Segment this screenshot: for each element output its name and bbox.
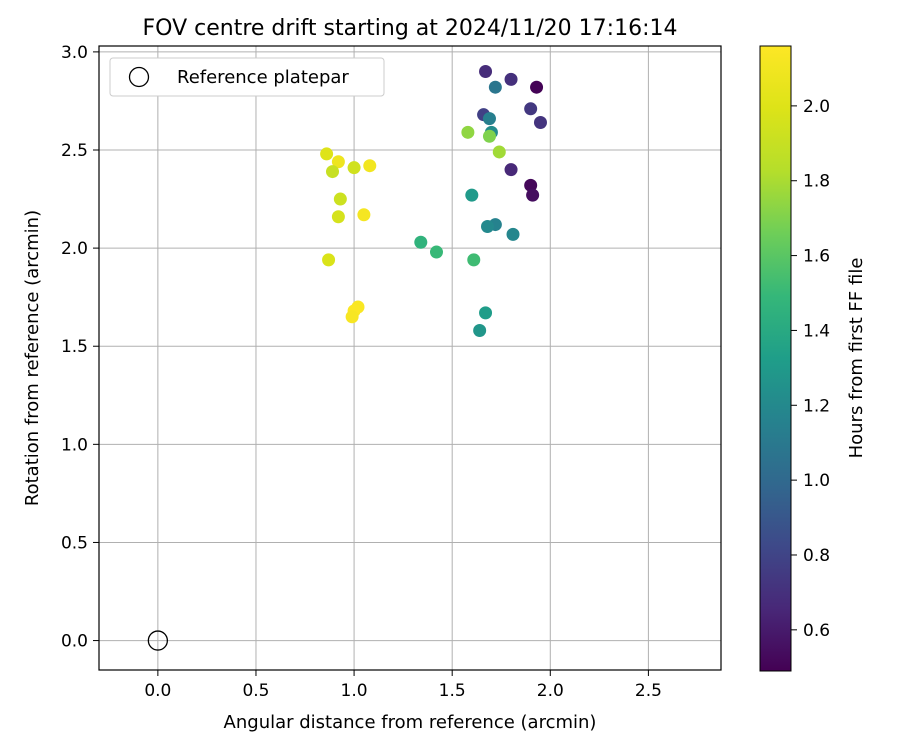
x-axis-label: Angular distance from reference (arcmin) xyxy=(224,712,597,733)
colorbar-label: Hours from first FF file xyxy=(846,258,867,459)
data-point xyxy=(331,210,345,224)
colorbar-gradient xyxy=(759,45,792,672)
x-tick-label: 0.0 xyxy=(144,681,171,701)
chart-title: FOV centre drift starting at 2024/11/20 … xyxy=(143,16,678,41)
x-tick-label: 2.5 xyxy=(635,681,662,701)
colorbar-tick-label: 0.6 xyxy=(803,621,830,641)
data-point xyxy=(322,253,336,267)
data-point xyxy=(414,235,428,249)
x-ticks: 0.0 0.5 1.0 1.5 2.0 2.5 xyxy=(144,670,662,701)
data-point xyxy=(506,227,520,241)
legend: Reference platepar xyxy=(109,57,385,97)
data-point xyxy=(333,192,347,206)
data-point xyxy=(481,220,495,234)
colorbar-tick-label: 1.2 xyxy=(803,396,830,416)
data-point xyxy=(325,165,339,179)
y-tick-label: 1.0 xyxy=(61,435,88,455)
colorbar-tick-label: 2.0 xyxy=(803,97,830,117)
data-point xyxy=(526,188,540,202)
y-tick-label: 0.0 xyxy=(61,632,88,652)
colorbar-tick-label: 1.0 xyxy=(803,471,830,491)
colorbar-tick-label: 1.6 xyxy=(803,247,830,267)
data-point xyxy=(467,253,481,267)
data-point xyxy=(530,80,544,94)
data-point xyxy=(331,155,345,169)
data-point xyxy=(533,116,547,130)
y-tick-label: 1.5 xyxy=(61,337,88,357)
data-points xyxy=(147,65,547,651)
x-tick-label: 2.0 xyxy=(537,681,564,701)
data-point xyxy=(479,306,493,320)
y-tick-label: 2.5 xyxy=(61,141,88,161)
plot-area-frame xyxy=(98,45,722,671)
x-tick-label: 0.5 xyxy=(242,681,269,701)
data-point xyxy=(473,324,487,338)
data-point xyxy=(357,208,371,222)
data-point xyxy=(488,80,502,94)
data-point xyxy=(504,72,518,86)
colorbar-tick-label: 1.8 xyxy=(803,172,830,192)
colorbar-tick-label: 1.4 xyxy=(803,321,830,341)
data-point xyxy=(461,125,475,139)
legend-marker-reference xyxy=(128,66,150,88)
x-tick-label: 1.5 xyxy=(439,681,466,701)
colorbar-tick-label: 0.8 xyxy=(803,546,830,566)
data-point xyxy=(479,65,493,79)
y-tick-label: 0.5 xyxy=(61,533,88,553)
colorbar-ticks: 0.6 0.8 1.0 1.2 1.4 1.6 1.8 2.0 xyxy=(791,97,830,641)
data-point xyxy=(492,145,506,159)
data-point xyxy=(345,310,359,324)
data-point xyxy=(524,102,538,116)
data-point xyxy=(524,178,538,192)
data-point xyxy=(482,129,496,143)
legend-label-reference: Reference platepar xyxy=(177,67,349,88)
grid-lines xyxy=(99,46,721,670)
x-tick-label: 1.0 xyxy=(341,681,368,701)
y-axis-label: Rotation from reference (arcmin) xyxy=(22,210,43,506)
data-point xyxy=(429,245,443,259)
reference-platepar-marker xyxy=(147,630,169,651)
data-point xyxy=(504,163,518,177)
data-point xyxy=(320,147,334,161)
y-ticks: 0.0 0.5 1.0 1.5 2.0 2.5 3.0 xyxy=(61,43,99,652)
data-point xyxy=(347,161,361,175)
y-tick-label: 3.0 xyxy=(61,43,88,63)
data-point xyxy=(363,159,377,173)
data-point xyxy=(465,188,479,202)
colorbar: 0.6 0.8 1.0 1.2 1.4 1.6 1.8 2.0 Hours from firs… xyxy=(759,45,867,672)
data-point xyxy=(482,112,496,126)
legend-box xyxy=(109,57,385,97)
y-tick-label: 2.0 xyxy=(61,239,88,259)
